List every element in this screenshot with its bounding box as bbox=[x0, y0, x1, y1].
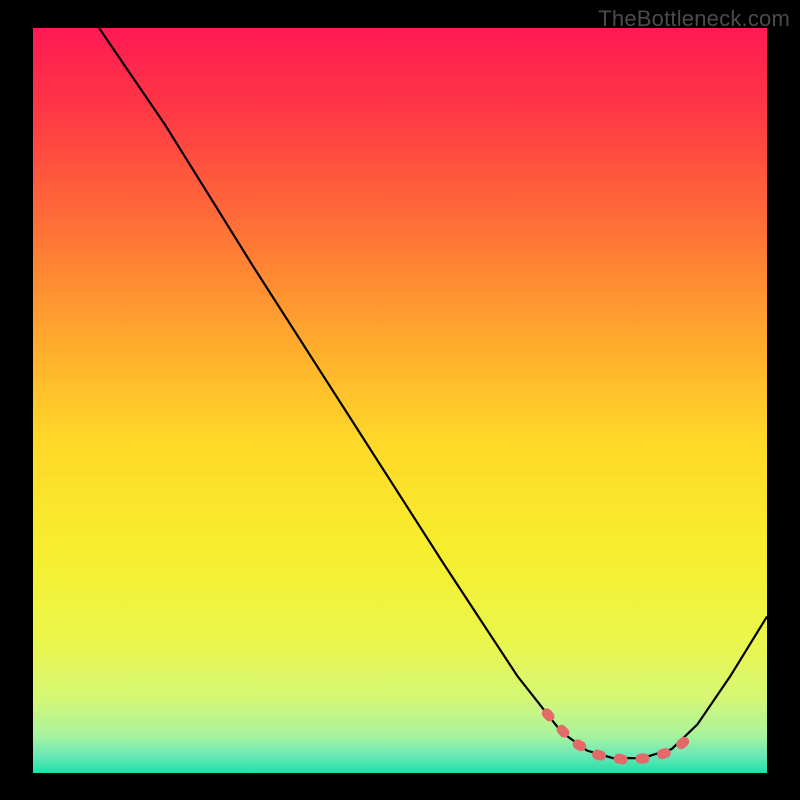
chart-frame: TheBottleneck.com bbox=[0, 0, 800, 800]
gradient-plot bbox=[33, 28, 767, 773]
gradient-rect bbox=[33, 28, 767, 773]
